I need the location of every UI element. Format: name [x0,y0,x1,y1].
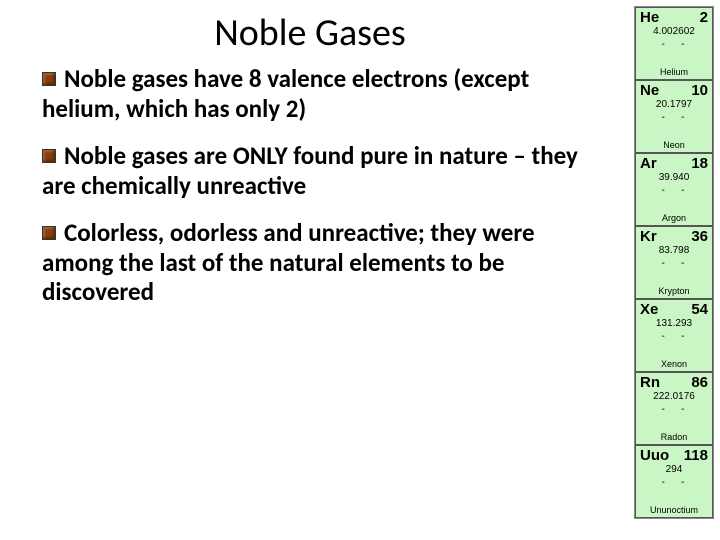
bullet-item: Noble gases are ONLY found pure in natur… [42,141,590,200]
element-header: Rn 86 [636,373,712,391]
element-header: Xe 54 [636,300,712,318]
element-dashes: - - [636,258,712,269]
element-mass: 222.0176 [636,391,712,402]
element-symbol: Xe [640,301,658,318]
bullet-text: Noble gases are ONLY found pure in natur… [42,140,578,201]
element-dashes: - - [636,39,712,50]
element-name: Neon [636,140,712,150]
element-symbol: Ne [640,82,659,99]
element-header: Uuo 118 [636,446,712,464]
element-header: Ne 10 [636,81,712,99]
element-symbol: Ar [640,155,657,172]
element-number: 18 [691,155,708,172]
element-name: Argon [636,213,712,223]
bullet-item: Colorless, odorless and unreactive; they… [42,218,590,307]
element-dashes: - - [636,331,712,342]
content-area: Noble gases have 8 valence electrons (ex… [0,64,720,307]
element-name: Krypton [636,286,712,296]
element-mass: 4.002602 [636,26,712,37]
element-dashes: - - [636,404,712,415]
element-dashes: - - [636,112,712,123]
bullet-icon [42,226,56,240]
element-cell-he: He 2 4.002602 - - Helium [635,7,713,80]
element-mass: 39.940 [636,172,712,183]
element-number: 118 [684,447,708,464]
element-symbol: Rn [640,374,660,391]
element-symbol: Uuo [640,447,669,464]
bullet-text: Noble gases have 8 valence electrons (ex… [42,63,529,124]
element-number: 54 [691,301,708,318]
element-cell-kr: Kr 36 83.798 - - Krypton [635,226,713,299]
slide: Noble Gases Noble gases have 8 valence e… [0,0,720,540]
element-dashes: - - [636,185,712,196]
element-dashes: - - [636,477,712,488]
element-cell-uuo: Uuo 118 294 - - Ununoctium [635,445,713,518]
element-number: 36 [691,228,708,245]
element-name: Ununoctium [636,505,712,515]
element-number: 2 [700,9,708,26]
element-cell-rn: Rn 86 222.0176 - - Radon [635,372,713,445]
element-symbol: Kr [640,228,657,245]
bullet-item: Noble gases have 8 valence electrons (ex… [42,64,590,123]
element-symbol: He [640,9,659,26]
element-number: 86 [691,374,708,391]
periodic-column: He 2 4.002602 - - Helium Ne 10 20.1797 -… [634,6,714,519]
element-header: Kr 36 [636,227,712,245]
element-name: Xenon [636,359,712,369]
element-cell-ne: Ne 10 20.1797 - - Neon [635,80,713,153]
bullet-icon [42,72,56,86]
element-number: 10 [691,82,708,99]
slide-title: Noble Gases [0,0,720,64]
bullet-text: Colorless, odorless and unreactive; they… [42,217,535,307]
element-name: Radon [636,432,712,442]
element-mass: 131.293 [636,318,712,329]
element-mass: 20.1797 [636,99,712,110]
element-header: Ar 18 [636,154,712,172]
element-cell-xe: Xe 54 131.293 - - Xenon [635,299,713,372]
element-cell-ar: Ar 18 39.940 - - Argon [635,153,713,226]
element-name: Helium [636,67,712,77]
element-mass: 294 [636,464,712,475]
element-mass: 83.798 [636,245,712,256]
element-header: He 2 [636,8,712,26]
bullet-icon [42,149,56,163]
